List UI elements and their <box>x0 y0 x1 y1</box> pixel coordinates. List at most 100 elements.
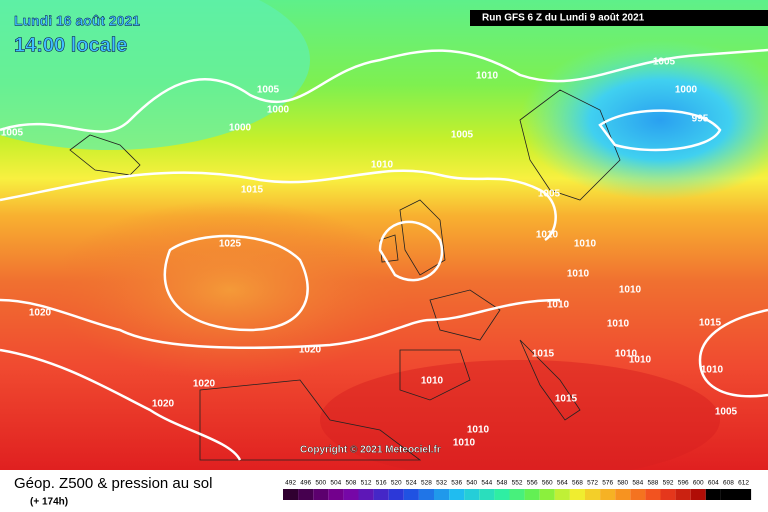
isobar-label: 1010 <box>629 355 652 366</box>
scale-label: 528 <box>421 480 432 487</box>
isobar-label: 1020 <box>193 379 216 390</box>
scale-swatch <box>600 489 616 500</box>
scale-swatch <box>328 489 344 500</box>
scale-label: 496 <box>300 480 311 487</box>
isobar-label: 1020 <box>152 399 175 410</box>
isobar <box>0 298 561 350</box>
scale-swatch <box>585 489 601 500</box>
scale-label: 584 <box>632 480 643 487</box>
isobar <box>598 109 722 152</box>
isobar-label: 1005 <box>1 128 24 139</box>
valid-time: 14:00 locale <box>14 34 127 56</box>
scale-swatch <box>630 489 646 500</box>
scale-label: 580 <box>617 480 628 487</box>
scale-swatch <box>494 489 510 500</box>
scale-label: 568 <box>572 480 583 487</box>
scale-swatch <box>690 489 706 500</box>
isobar <box>0 169 557 242</box>
scale-label: 612 <box>738 480 749 487</box>
copyright: Copyright © 2021 Meteociel.fr <box>300 445 441 456</box>
scale-label: 596 <box>678 480 689 487</box>
isobar-label: 1005 <box>715 407 738 418</box>
scale-label: 512 <box>361 480 372 487</box>
isobar-label: 1015 <box>555 394 578 405</box>
scale-label: 564 <box>557 480 568 487</box>
isobar-label: 1000 <box>675 85 698 96</box>
isobar-label: 1010 <box>615 349 638 360</box>
isobar-label: 1010 <box>467 425 490 436</box>
scale-label: 536 <box>451 480 462 487</box>
isobar-label: 1010 <box>701 365 724 376</box>
scale-swatch <box>373 489 389 500</box>
footer-title: Géop. Z500 & pression au sol <box>14 475 212 492</box>
scale-swatch <box>479 489 495 500</box>
scale-label: 516 <box>376 480 387 487</box>
scale-swatch <box>645 489 661 500</box>
isobar-label: 1015 <box>241 185 264 196</box>
isobar <box>163 234 309 332</box>
isobar-label: 1010 <box>453 438 476 449</box>
scale-swatch <box>358 489 374 500</box>
isobar-label: 1025 <box>219 239 242 250</box>
isobar-label: 1010 <box>476 71 499 82</box>
scale-label: 608 <box>723 480 734 487</box>
isobar-label: 1010 <box>547 300 570 311</box>
isobar-label: 1000 <box>229 123 252 134</box>
scale-label: 548 <box>497 480 508 487</box>
scale-label: 600 <box>693 480 704 487</box>
isobar <box>698 308 768 398</box>
scale-swatch <box>388 489 404 500</box>
isobar-label: 1010 <box>574 239 597 250</box>
isobar-label: 1020 <box>299 345 322 356</box>
isobar-label: 1010 <box>371 160 394 171</box>
scale-label: 520 <box>391 480 402 487</box>
hot-area <box>320 360 720 480</box>
scale-swatch <box>449 489 465 500</box>
scale-label: 556 <box>527 480 538 487</box>
run-info: Run GFS 6 Z du Lundi 9 août 2021 <box>482 13 645 24</box>
scale-label: 508 <box>346 480 357 487</box>
scale-swatch <box>736 489 752 500</box>
isobar-label: 1010 <box>607 319 630 330</box>
high-area <box>50 200 410 380</box>
isobar-label: 1020 <box>29 308 52 319</box>
isobar-label: 1015 <box>532 349 555 360</box>
isobar-label: 1000 <box>267 105 290 116</box>
scale-label: 532 <box>436 480 447 487</box>
run-box <box>470 10 768 26</box>
isobar-label: 1010 <box>536 230 559 241</box>
scale-label: 588 <box>648 480 659 487</box>
scale-swatch <box>343 489 359 500</box>
scale-swatch <box>554 489 570 500</box>
scale-label: 500 <box>315 480 326 487</box>
scale-swatch <box>615 489 631 500</box>
scale-swatch <box>705 489 721 500</box>
scale-label: 552 <box>512 480 523 487</box>
scale-swatch <box>569 489 585 500</box>
isobar-label: 1015 <box>699 318 722 329</box>
valid-date: Lundi 16 août 2021 <box>14 13 140 29</box>
isobar <box>0 48 768 133</box>
scale-label: 572 <box>587 480 598 487</box>
scale-swatch <box>539 489 555 500</box>
isobar-label: 1005 <box>538 189 561 200</box>
low-area <box>520 40 768 200</box>
isobar-label: 1010 <box>421 376 444 387</box>
isobar <box>378 220 444 282</box>
scale-label: 524 <box>406 480 417 487</box>
scale-swatch <box>509 489 525 500</box>
isobar-label: 1010 <box>619 285 642 296</box>
scale-swatch <box>660 489 676 500</box>
scale-label: 492 <box>285 480 296 487</box>
isobar-label: 1005 <box>653 57 676 68</box>
isobar-label: 995 <box>692 114 709 125</box>
coastlines <box>69 89 621 461</box>
scale-swatch <box>524 489 540 500</box>
isobar-label: 1010 <box>567 269 590 280</box>
isobar-label: 1005 <box>451 130 474 141</box>
scale-label: 560 <box>542 480 553 487</box>
scale-swatch <box>283 489 299 500</box>
scale-swatch <box>298 489 314 500</box>
scale-swatch <box>313 489 329 500</box>
isobar <box>0 348 242 461</box>
